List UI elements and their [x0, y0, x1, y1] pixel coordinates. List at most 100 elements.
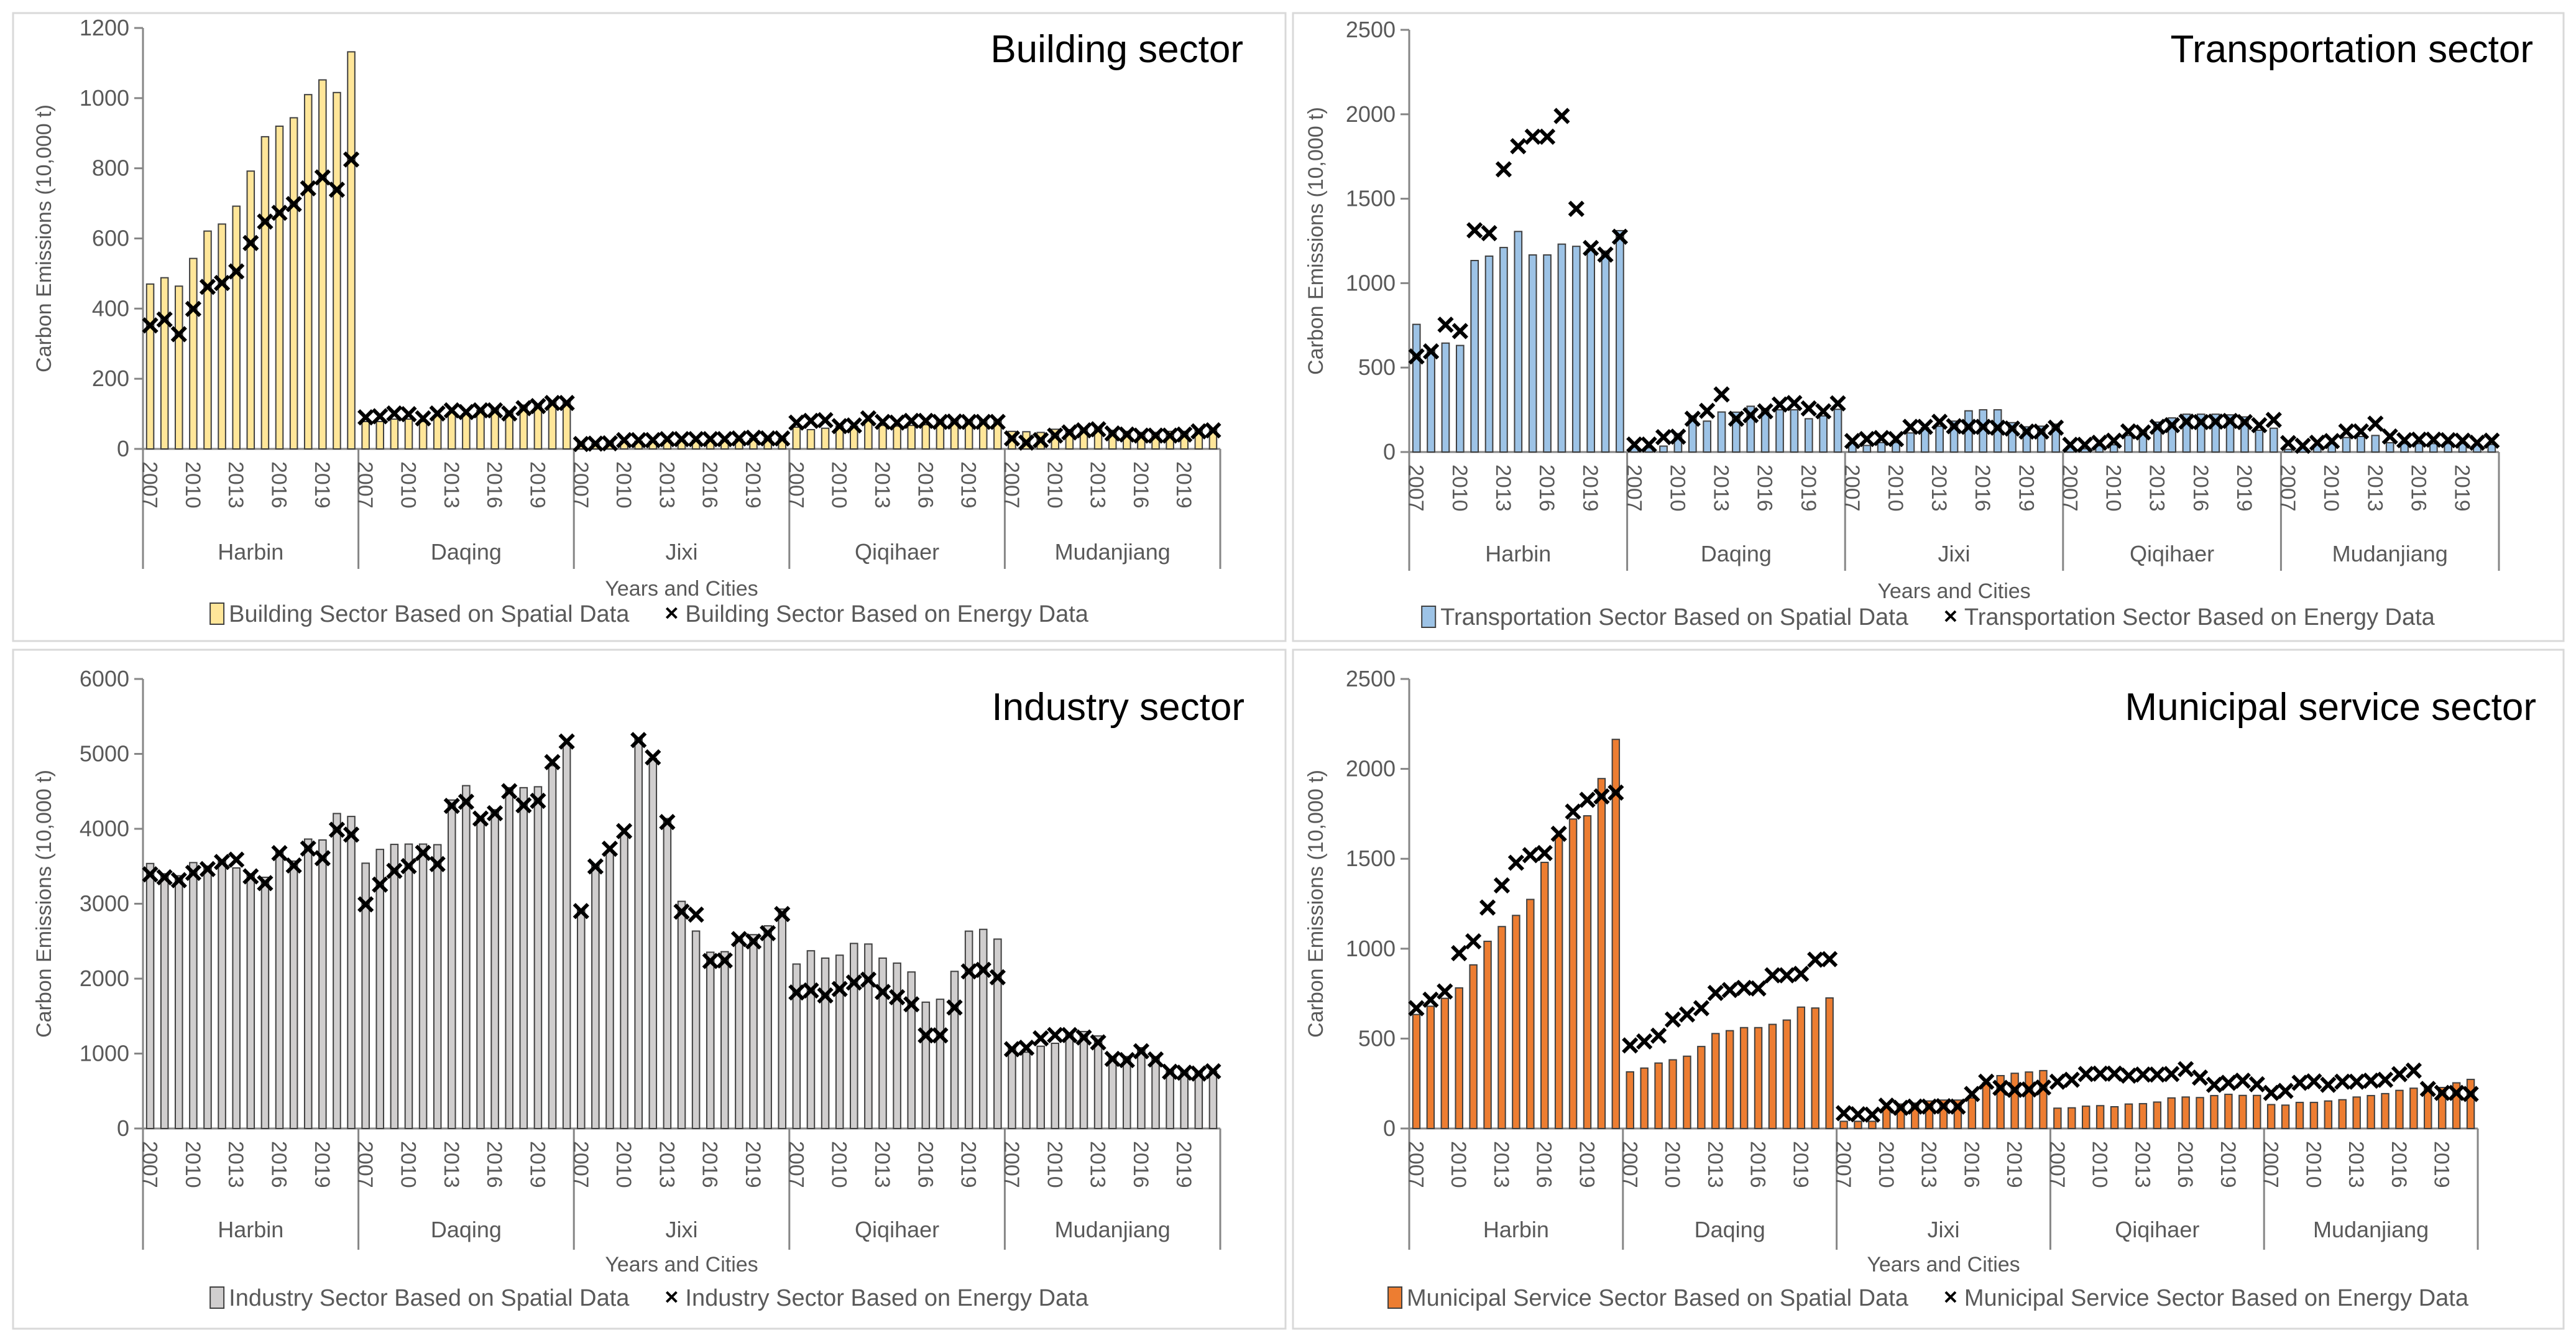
x-marker-stroke — [170, 872, 187, 888]
marker-energy-jixi-2015 — [688, 906, 704, 923]
x-marker-stroke — [1864, 1106, 1881, 1123]
year-tick-label: 2010 — [827, 1141, 851, 1188]
marker-energy-qiqihaer-2021 — [2265, 412, 2282, 428]
municipal-service-sector-panel: 0 500 1000 1500 2000 2500 Carbon Emissions (10… — [1292, 648, 2565, 1330]
x-marker-stroke — [1727, 410, 1745, 427]
year-tick-label: 2013 — [2363, 464, 2386, 512]
city-label: Mudanjiang — [1055, 539, 1171, 565]
year-tick-label: 2016 — [698, 461, 722, 509]
city-label: Daqing — [1695, 1217, 1765, 1242]
bar-spatial-jixi-2017 — [1982, 1082, 1990, 1130]
y-tick-label: 2500 — [1346, 666, 1396, 691]
x-marker-stroke — [228, 263, 245, 280]
x-marker-stroke — [688, 431, 704, 448]
x-marker-stroke — [860, 410, 877, 427]
bar-spatial-qiqihaer-2016 — [921, 424, 931, 450]
x-marker-stroke — [314, 169, 331, 186]
marker-energy-qiqihaer-2019 — [960, 963, 977, 980]
bar-spatial-daqing-2020 — [548, 400, 557, 450]
bar-spatial-daqing-2019 — [1796, 1006, 1806, 1130]
bar-spatial-qiqihaer-2016 — [2181, 1096, 2190, 1130]
x-marker-stroke — [1964, 1086, 1980, 1102]
marker-energy-jixi-2014 — [1946, 418, 1962, 435]
legend-swatch-bar — [209, 1286, 225, 1309]
marker-energy-qiqihaer-2009 — [2091, 434, 2108, 451]
year-tick-label: 2013 — [1086, 461, 1110, 509]
marker-energy-qiqihaer-2011 — [2106, 1065, 2123, 1082]
bar-spatial-qiqihaer-2014 — [893, 425, 901, 450]
x-marker-stroke — [918, 412, 934, 429]
year-tick-label: 2016 — [913, 1141, 937, 1188]
marker-energy-qiqihaer-2016 — [918, 1027, 934, 1044]
bar-spatial-harbin-2015 — [260, 136, 270, 450]
bar-spatial-harbin-2019 — [1586, 248, 1596, 453]
x-marker-stroke — [1147, 1051, 1164, 1068]
x-marker-stroke — [860, 971, 877, 988]
x-marker-stroke — [2248, 1076, 2265, 1092]
bar-spatial-jixi-2014 — [677, 900, 686, 1130]
x-marker-stroke — [2279, 435, 2297, 451]
year-tick-label: 2013 — [870, 461, 894, 509]
x-marker-stroke — [2348, 1073, 2365, 1090]
x-marker-stroke — [1807, 951, 1824, 968]
bar-spatial-jixi-2008 — [1854, 1120, 1862, 1130]
marker-energy-mudanjiang-2020 — [2448, 1084, 2465, 1101]
bar-spatial-qiqihaer-2019 — [964, 930, 973, 1130]
bar-spatial-harbin-2021 — [347, 51, 356, 450]
x-marker-stroke — [1568, 200, 1585, 218]
x-marker-stroke — [415, 410, 431, 427]
y-tick-label: 500 — [1358, 354, 1396, 380]
bar-spatial-mudanjiang-2016 — [2395, 1089, 2404, 1129]
marker-energy-jixi-2007 — [573, 903, 589, 920]
year-tick-label: 2013 — [870, 1141, 894, 1188]
marker-energy-jixi-2009 — [601, 841, 619, 857]
x-marker-stroke — [2192, 413, 2209, 431]
legend-label: Industry Sector Based on Energy Data — [685, 1285, 1088, 1311]
x-marker-stroke — [199, 279, 216, 295]
year-tick-label: 2007 — [1000, 1141, 1023, 1188]
bar-spatial-mudanjiang-2010 — [2327, 443, 2337, 453]
y-tick-label: 0 — [1383, 1115, 1396, 1141]
bar-spatial-jixi-2017 — [720, 951, 729, 1129]
bar-spatial-mudanjiang-2014 — [2385, 442, 2394, 453]
marker-energy-qiqihaer-2012 — [2120, 1067, 2137, 1084]
marker-energy-qiqihaer-2020 — [975, 413, 991, 430]
year-tick-label: 2013 — [1927, 464, 1951, 512]
marker-energy-jixi-2008 — [587, 858, 604, 875]
x-marker-stroke — [285, 857, 302, 874]
year-tick-label: 2016 — [482, 461, 506, 509]
marker-energy-harbin-2020 — [328, 181, 346, 198]
x-marker-stroke — [2291, 1074, 2308, 1091]
marker-energy-mudanjiang-2007 — [2279, 435, 2297, 451]
bar-spatial-mudanjiang-2013 — [2371, 435, 2380, 453]
marker-energy-qiqihaer-2021 — [2248, 1076, 2265, 1092]
bar-spatial-jixi-2012 — [648, 757, 658, 1129]
x-marker-stroke — [2265, 412, 2282, 428]
bar-spatial-qiqihaer-2016 — [921, 1001, 931, 1130]
bar-spatial-qiqihaer-2021 — [993, 938, 1002, 1129]
x-marker-stroke — [185, 864, 201, 881]
bar-spatial-jixi-2019 — [2010, 1073, 2019, 1129]
marker-energy-daqing-2016 — [486, 402, 504, 419]
year-tick-label: 2019 — [957, 1141, 980, 1188]
y-tick-label: 3000 — [80, 891, 129, 916]
year-tick-label: 2010 — [1448, 464, 1471, 512]
marker-energy-harbin-2009 — [170, 326, 187, 343]
marker-energy-jixi-2017 — [1989, 419, 2006, 436]
marker-energy-jixi-2019 — [2006, 1081, 2023, 1098]
bar-spatial-qiqihaer-2009 — [821, 957, 830, 1130]
marker-energy-harbin-2014 — [1507, 854, 1525, 871]
x-marker-stroke — [817, 412, 834, 428]
x-marker-stroke — [745, 429, 762, 446]
x-marker-stroke — [1944, 1291, 1957, 1303]
bar-spatial-jixi-2015 — [1953, 1099, 1962, 1129]
marker-energy-daqing-2013 — [1713, 386, 1730, 403]
bar-spatial-qiqihaer-2020 — [2255, 429, 2264, 453]
bar-spatial-harbin-2011 — [203, 865, 212, 1130]
bar-spatial-daqing-2018 — [519, 787, 528, 1129]
bar-spatial-jixi-2009 — [605, 850, 614, 1129]
year-tick-label: 2016 — [698, 1141, 722, 1188]
bar-spatial-harbin-2020 — [333, 91, 341, 450]
marker-energy-daqing-2008 — [1636, 1033, 1653, 1050]
bar-spatial-qiqihaer-2015 — [907, 971, 916, 1130]
